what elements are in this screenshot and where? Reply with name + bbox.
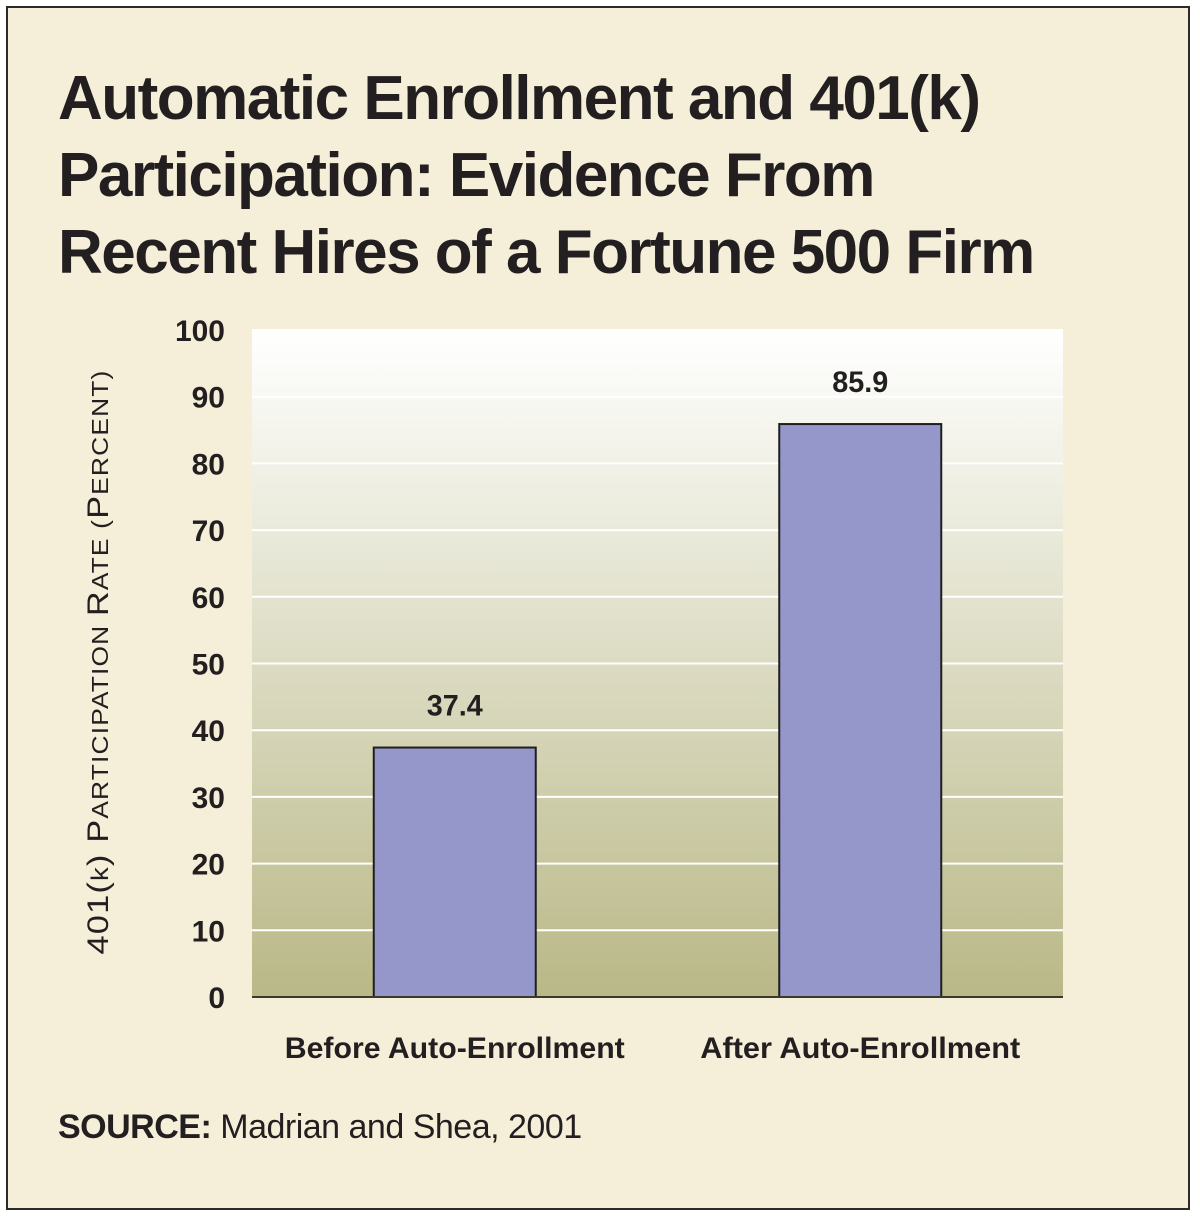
y-tick-label: 40 [192,715,225,748]
y-axis-label-rest2: ATE ( [87,519,113,590]
source-note: SOURCE: Madrian and Shea, 2001 [58,1108,582,1147]
category-label: After Auto-Enrollment [700,1032,1020,1065]
y-tick-label: 30 [192,782,225,815]
y-axis-label-lead: 401( [82,881,115,954]
y-tick-label: 0 [208,982,225,1015]
y-tick-label: 50 [192,649,225,682]
y-tick-label: 60 [192,582,225,615]
y-axis-ticks: 0 10 20 30 40 50 60 70 80 90 100 [175,315,225,1015]
y-tick-label: 70 [192,515,225,548]
bars [372,423,943,998]
y-axis-label-P: P [82,495,115,519]
y-tick-label: 10 [192,915,225,948]
title-line-1: Automatic Enrollment and 401(k) [58,64,981,133]
x-axis-labels: Before Auto-Enrollment After Auto-Enrollm… [285,1032,1021,1065]
y-axis-label-rest3: ERCENT) [87,370,113,495]
data-label: 37.4 [427,690,483,723]
y-tick-label: 20 [192,849,225,882]
title-line-2: Participation: Evidence From [58,141,875,210]
y-axis-label-R: R [82,590,115,616]
bar-after-auto-enrollment [778,423,943,998]
y-axis-label-rest1: ARTICIPATION [87,616,113,819]
source-text: Madrian and Shea, 2001 [211,1108,582,1146]
category-label: Before Auto-Enrollment [285,1032,625,1065]
y-tick-label: 90 [192,382,225,415]
source-label: SOURCE: [58,1108,212,1146]
y-tick-label: 100 [175,315,225,348]
bar-before-auto-enrollment [372,746,537,998]
y-axis-label-k: k [87,866,114,881]
y-tick-label: 80 [192,448,225,481]
title-line-3: Recent Hires of a Fortune 500 Firm [58,218,1035,287]
y-axis-label: 401(k) PARTICIPATION RATE (PERCENT) [82,370,115,955]
chart-title: Automatic Enrollment and 401(k) Particip… [58,60,1168,291]
data-labels: 37.4 85.9 [427,366,889,722]
y-axis-label-mid: ) P [82,819,115,866]
data-label: 85.9 [832,366,888,399]
